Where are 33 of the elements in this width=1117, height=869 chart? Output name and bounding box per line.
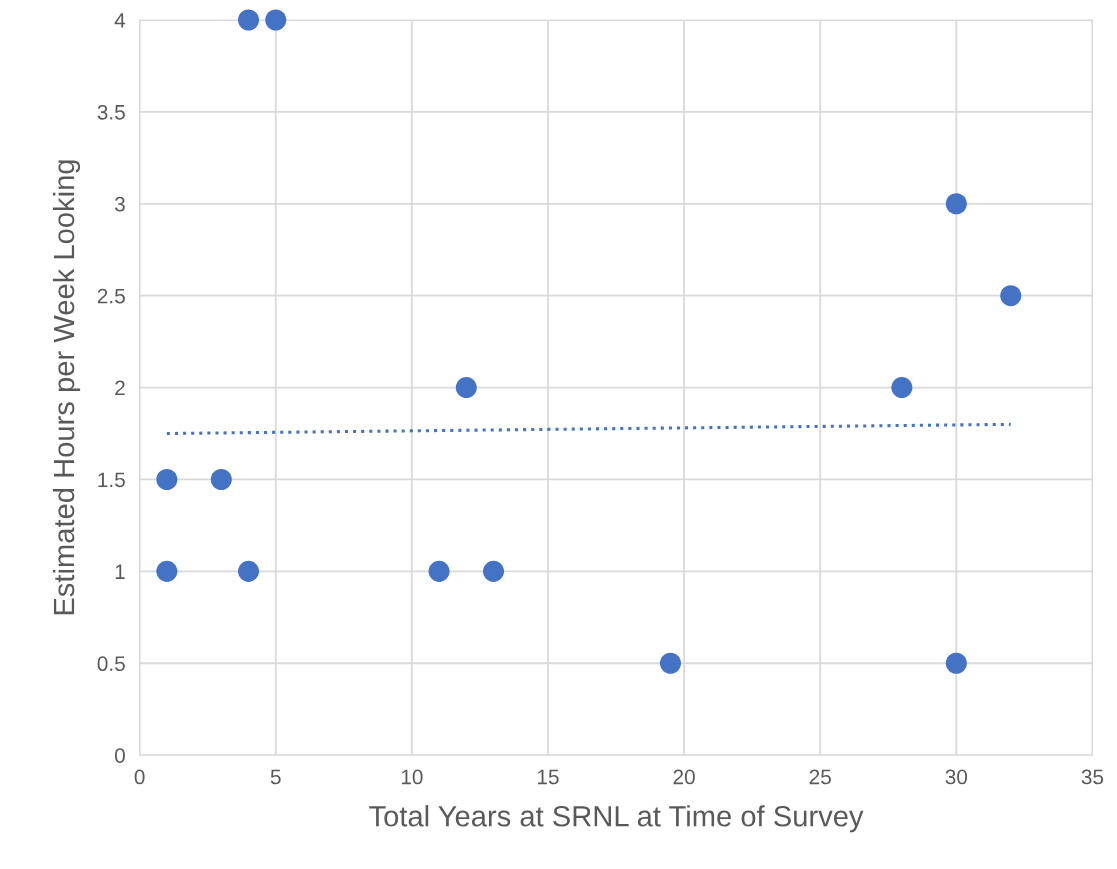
point xyxy=(265,9,287,31)
point xyxy=(482,560,505,582)
x-tick-label: 35 xyxy=(1081,769,1104,785)
y-tick-label: 1.5 xyxy=(98,472,125,488)
point xyxy=(156,560,178,582)
y-tick-label: 4 xyxy=(114,13,126,28)
point xyxy=(891,377,913,399)
x-tick-label: 25 xyxy=(809,769,831,785)
x-axis-title: Total Years at SRNL at Time of Survey xyxy=(369,805,864,833)
point xyxy=(455,377,477,399)
point xyxy=(237,9,260,31)
y-tick-label: 3 xyxy=(114,196,125,212)
x-tick-label: 20 xyxy=(673,769,695,785)
y-tick-label: 0.5 xyxy=(97,656,125,672)
y-tick-label: 0 xyxy=(114,748,125,763)
y-tick-label: 2 xyxy=(115,380,125,396)
x-tick-label: 10 xyxy=(401,769,423,785)
point xyxy=(428,560,450,582)
x-tick-label: 15 xyxy=(537,769,559,785)
point xyxy=(210,468,232,490)
point xyxy=(945,652,967,674)
point xyxy=(659,652,681,674)
y-tick-label: 2.5 xyxy=(97,288,125,304)
x-tick-label: 0 xyxy=(134,769,145,785)
point xyxy=(237,560,260,582)
point xyxy=(1000,285,1022,307)
y-axis-title: Estimated Hours per Week Looking xyxy=(52,160,81,615)
x-tick-label: 30 xyxy=(945,769,968,785)
x-tick-label: 5 xyxy=(270,769,281,785)
point xyxy=(945,193,967,215)
point xyxy=(156,468,178,490)
y-tick-label: 3.5 xyxy=(97,104,125,120)
y-tick-label: 1 xyxy=(115,564,125,579)
